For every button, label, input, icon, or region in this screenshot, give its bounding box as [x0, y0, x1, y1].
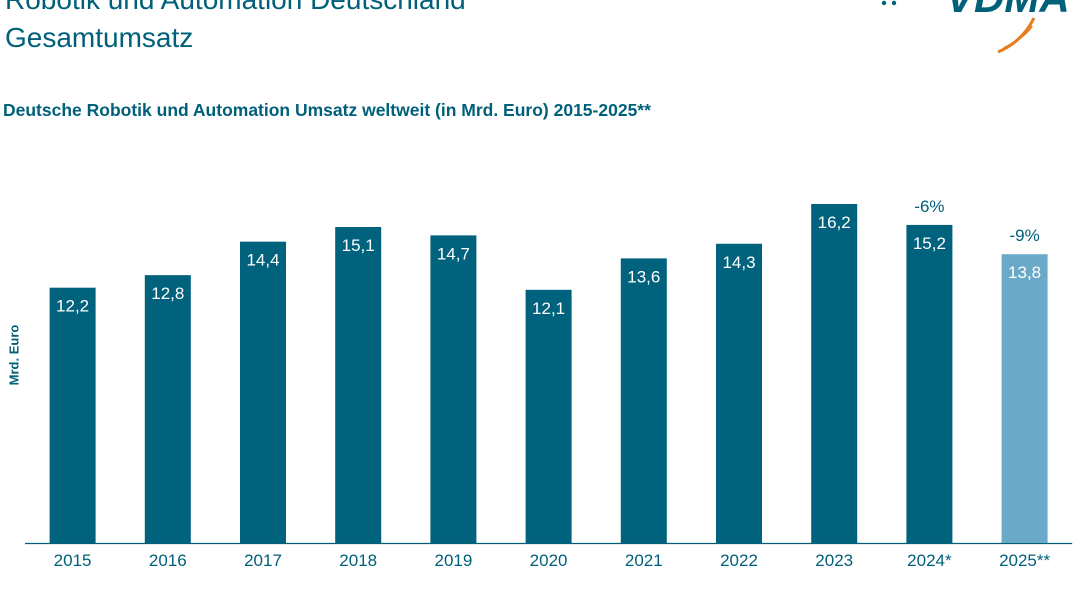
bar	[525, 289, 572, 543]
x-tick-label: 2025**	[999, 551, 1050, 570]
bar	[716, 243, 762, 543]
bar	[620, 258, 667, 543]
bar-value-label: 12,1	[532, 299, 565, 318]
bar-value-label: 12,8	[151, 284, 184, 303]
bar	[240, 241, 286, 543]
bar	[430, 235, 477, 543]
bar-value-label: 14,4	[246, 251, 279, 270]
x-tick-label: 2018	[339, 551, 377, 570]
x-tick-label: 2016	[149, 551, 187, 570]
page-title: Robotik und Automation Deutschland	[5, 0, 466, 16]
bar-value-label: 14,7	[437, 244, 470, 263]
logo-dot	[881, 0, 887, 6]
x-tick-label: 2024*	[907, 551, 952, 570]
bar	[144, 275, 191, 543]
logo-text: VDMA	[946, 0, 1070, 21]
page-subtitle: Gesamtumsatz	[5, 22, 194, 53]
x-tick-label: 2017	[244, 551, 282, 570]
bar-value-label: 14,3	[722, 253, 755, 272]
x-tick-label: 2023	[815, 551, 853, 570]
x-tick-label: 2015	[54, 551, 92, 570]
bar-value-label: 16,2	[818, 213, 851, 232]
change-annotation: -9%	[1009, 226, 1039, 245]
x-tick-label: 2020	[530, 551, 568, 570]
x-tick-label: 2022	[720, 551, 758, 570]
bar	[811, 204, 858, 543]
vdma-logo: VDMA	[881, 0, 1070, 54]
bar-value-label: 15,1	[342, 236, 375, 255]
bar	[906, 224, 953, 544]
bar-value-label: 15,2	[913, 234, 946, 253]
logo-dot	[891, 0, 897, 6]
logo-swoosh	[1003, 25, 1033, 49]
change-annotation: -6%	[914, 197, 944, 216]
chart-title: Deutsche Robotik und Automation Umsatz w…	[3, 100, 651, 120]
x-tick-label: 2019	[434, 551, 472, 570]
x-tick-label: 2021	[625, 551, 663, 570]
bar	[335, 227, 382, 543]
bar-value-label: 12,2	[56, 297, 89, 316]
bar-value-label: 13,6	[627, 267, 660, 286]
bar-value-label: 13,8	[1008, 263, 1041, 282]
bar	[1001, 254, 1048, 543]
bar	[49, 287, 96, 543]
